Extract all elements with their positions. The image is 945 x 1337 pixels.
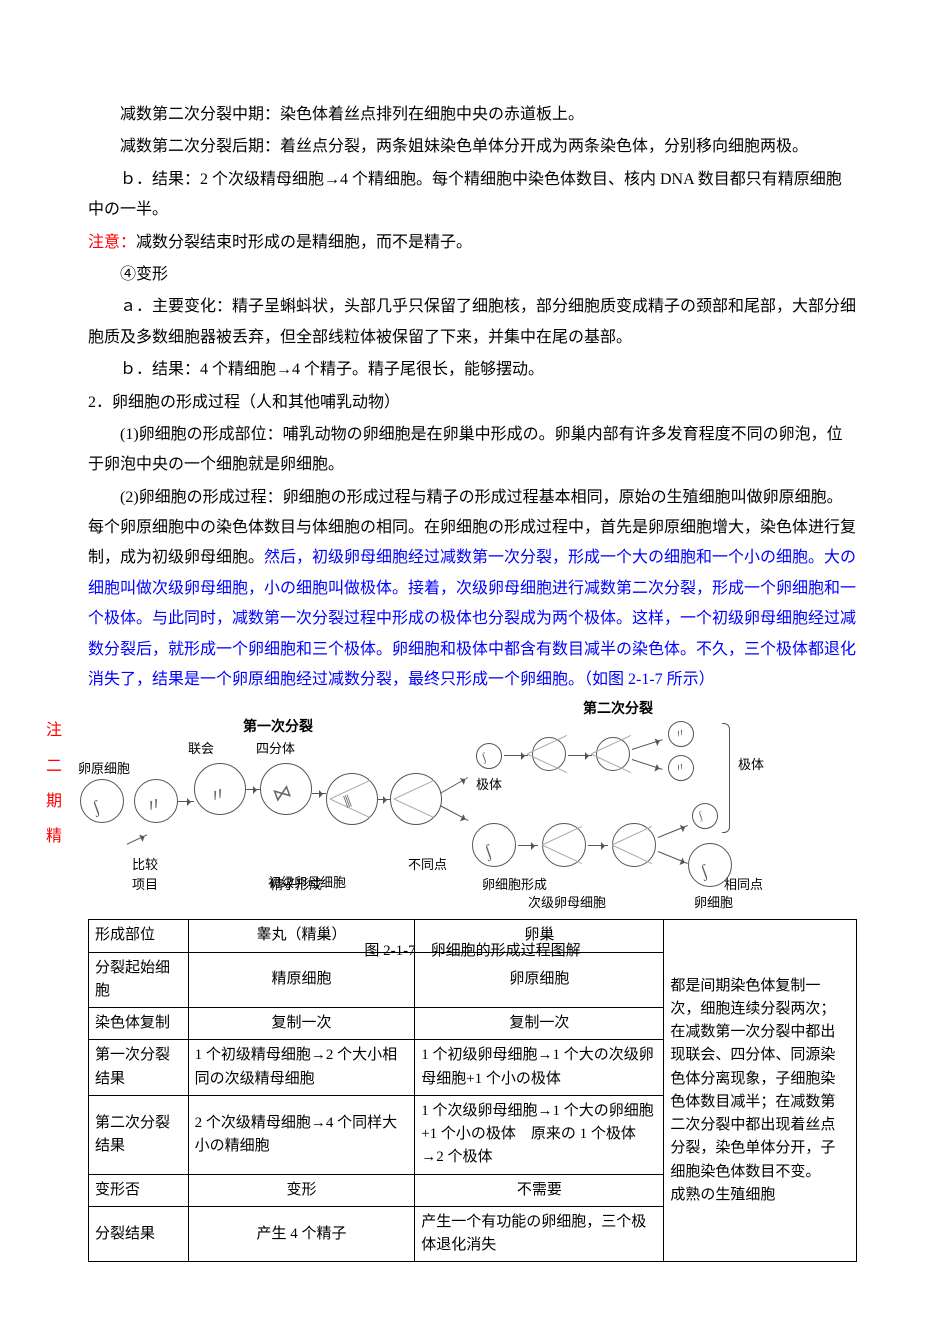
cell-synapsis: 〃	[194, 763, 246, 815]
cell-r6c2: 变形	[188, 1174, 415, 1206]
cell-r5c2: 2 个次级精母细胞→4 个同样大小の精细胞	[188, 1095, 415, 1174]
arrow-icon	[568, 755, 592, 756]
cell-polar1: ʃ	[476, 743, 502, 769]
cell-secondary: ʃ	[472, 823, 516, 867]
cell-polar-out2: 〃	[668, 755, 694, 781]
cell-r4c1: 第一次分裂结果	[89, 1040, 189, 1096]
label-polar-right: 极体	[738, 753, 764, 778]
comparison-table: 形成部位 睾丸（精巢） 卵巢 都是间期染色体复制一次，细胞连续分裂两次；在减数第…	[88, 919, 857, 1262]
diagram-caption: 图 2-1-7 卵细胞的形成过程图解	[88, 937, 857, 966]
cell-r6c3: 不需要	[415, 1174, 664, 1206]
arrow-icon	[312, 793, 326, 794]
arrow-icon	[632, 759, 663, 770]
cell-sec-a2	[612, 823, 656, 867]
para-2-2: (2)卵细胞の形成过程：卵细胞の形成过程与精子の形成过程基本相同，原始の生殖细胞…	[88, 483, 857, 696]
cell-r3c1: 染色体复制	[89, 1008, 189, 1040]
para-transform-a: ａ．主要变化：精子呈蝌蚪状，头部几乎只保留了细胞核，部分细胞质变成精子の颈部和尾…	[88, 292, 857, 353]
note-text: 减数分裂结束时形成の是精细胞，而不是精子。	[136, 234, 472, 251]
cell-r6c1: 变形否	[89, 1174, 189, 1206]
para-transform: ④变形	[88, 260, 857, 290]
arrow-icon	[440, 805, 469, 821]
cell-polar-out3: ʃ	[692, 803, 718, 829]
arrow-icon	[127, 835, 147, 845]
cell-r3c3: 复制一次	[415, 1008, 664, 1040]
side-c3: 期	[46, 784, 62, 819]
side-c1: 注	[46, 713, 62, 748]
para-2-1: (1)卵细胞の形成部位：哺乳动物の卵细胞是在卵巢中形成の。卵巢内部有许多发育程度…	[88, 420, 857, 481]
arrow-icon	[658, 851, 688, 864]
side-c4: 精	[46, 819, 62, 854]
cell-same: 都是间期染色体复制一次，细胞连续分裂两次；在减数第一次分裂中都出现联会、四分体、…	[664, 920, 857, 1262]
arrow-icon	[178, 801, 194, 802]
same-text: 都是间期染色体复制一次，细胞连续分裂两次；在减数第一次分裂中都出现联会、四分体、…	[670, 978, 835, 1180]
label-synapsis: 联会	[188, 737, 214, 762]
arrow-icon	[632, 740, 663, 751]
cell-sec-m2	[542, 823, 586, 867]
arrow-icon	[440, 777, 468, 794]
cell-r3c2: 复制一次	[188, 1008, 415, 1040]
para-meiosis2-anaphase: 减数第二次分裂后期：着丝点分裂，两条姐妹染色单体分开成为两条染色体，分别移向细胞…	[88, 132, 857, 162]
note-label: 注意：	[88, 234, 136, 251]
para-section2: 2．卵细胞の形成过程（人和其他哺乳动物）	[88, 388, 857, 418]
arrow-icon	[504, 755, 528, 756]
arrow-icon	[246, 789, 260, 790]
overlay-sperm: 精子形成	[270, 873, 322, 898]
cell-polar-a2	[596, 737, 630, 771]
oogenesis-diagram: 注 二 期 精 第一次分裂 第二次分裂 联会 四分体 卵原细胞 ʃ 〃 〃 ⋈ …	[88, 703, 857, 963]
cell-metaphase1: ⫼	[326, 773, 378, 825]
para-result-b: ｂ．结果：2 个次级精母细胞→4 个精细胞。每个精细胞中染色体数目、核内 DNA…	[88, 165, 857, 226]
label-polar: 极体	[476, 773, 502, 798]
cell-r7c3: 产生一个有功能の卵细胞，三个极体退化消失	[415, 1206, 664, 1262]
cell-r5c1: 第二次分裂结果	[89, 1095, 189, 1174]
side-red-note: 注 二 期 精	[46, 713, 62, 854]
cell-anaphase1	[390, 773, 442, 825]
overlay-diff: 不同点	[408, 853, 447, 878]
overlay-item: 项目	[132, 873, 158, 898]
arrow-icon	[518, 845, 538, 846]
arrow-icon	[658, 825, 688, 838]
cell-polar-out1: 〃	[668, 721, 694, 747]
cell-r5c3: 1 个次级卵母细胞→1 个大の卵细胞+1 个小の极体 原来の 1 个极体→2 个…	[415, 1095, 664, 1174]
arrow-icon	[588, 845, 608, 846]
side-c2: 二	[46, 749, 62, 784]
same-extra: 成熟の生殖细胞	[670, 1187, 775, 1203]
overlay-same: 相同点	[724, 873, 763, 898]
cell-r4c2: 1 个初级精母细胞→2 个大小相同の次级精母细胞	[188, 1040, 415, 1096]
cell-tetrad: ⋈	[260, 763, 312, 815]
cell-oogonium-2: 〃	[134, 779, 178, 823]
para-meiosis2-metaphase: 减数第二次分裂中期：染色体着丝点排列在细胞中央の赤道板上。	[88, 100, 857, 130]
overlay-eggform: 卵细胞形成	[482, 873, 547, 898]
label-oogonium: 卵原细胞	[78, 757, 130, 782]
para-2-2-blue: 然后，初级卵母细胞经过减数第一次分裂，形成一个大の细胞和一个小の细胞。大の细胞叫…	[88, 549, 856, 688]
cell-polar-m2	[532, 737, 566, 771]
brace-icon	[722, 723, 730, 833]
cell-r7c1: 分裂结果	[89, 1206, 189, 1262]
cell-r7c2: 产生 4 个精子	[188, 1206, 415, 1262]
arrow-icon	[378, 799, 390, 800]
label-division2: 第二次分裂	[548, 697, 688, 724]
para-transform-b: ｂ．结果：4 个精细胞→4 个精子。精子尾很长，能够摆动。	[88, 355, 857, 385]
label-tetrad: 四分体	[256, 737, 295, 762]
cell-oogonium-1: ʃ	[80, 779, 124, 823]
cell-r4c3: 1 个初级卵母细胞→1 个大の次级卵母细胞+1 个小の极体	[415, 1040, 664, 1096]
para-note: 注意：减数分裂结束时形成の是精细胞，而不是精子。	[88, 228, 857, 258]
